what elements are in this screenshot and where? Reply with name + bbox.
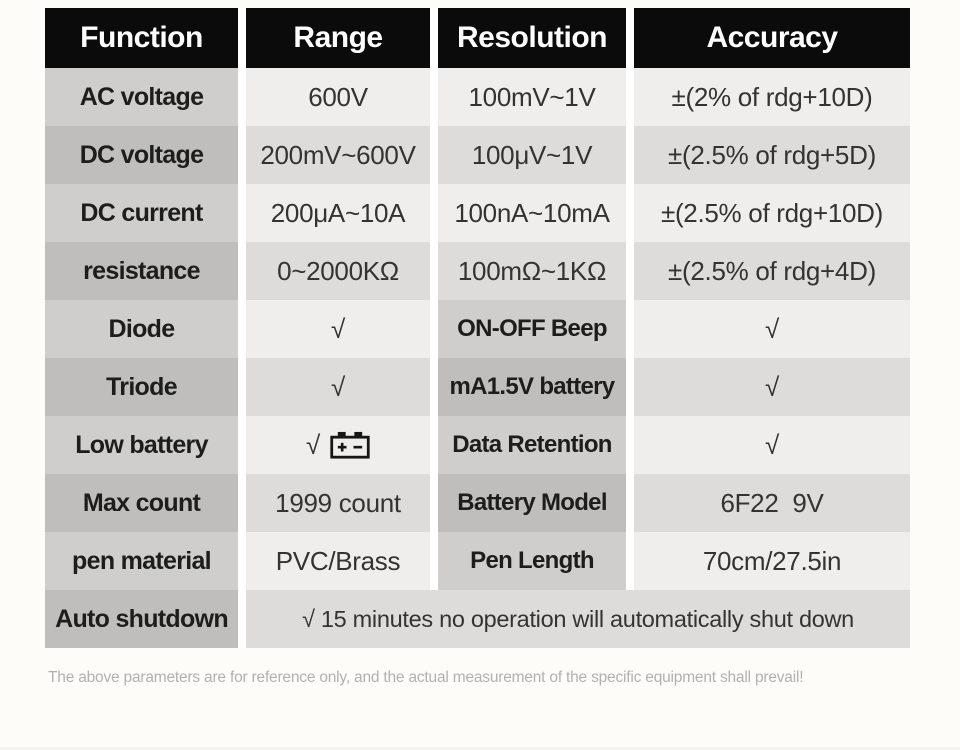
range-value-text: 1999 count bbox=[275, 487, 401, 518]
range-cell: 200μA~10A bbox=[246, 184, 430, 242]
range-value-text: √ bbox=[331, 313, 345, 344]
resolution-cell: 100mV~1V bbox=[438, 68, 626, 126]
range-cell: PVC/Brass bbox=[246, 532, 430, 590]
column-header-resolution: Resolution bbox=[438, 8, 626, 68]
range-value-text: √ bbox=[306, 429, 320, 460]
function-cell: DC voltage bbox=[45, 126, 238, 184]
accuracy-cell: 70cm/27.5in bbox=[634, 532, 910, 590]
range-value-text: 0~2000KΩ bbox=[277, 255, 399, 286]
accuracy-cell: √ bbox=[634, 300, 910, 358]
range-value-text: 600V bbox=[308, 81, 368, 112]
range-cell: 1999 count bbox=[246, 474, 430, 532]
spec-table: Function Range Resolution Accuracy AC vo… bbox=[45, 8, 910, 648]
function-cell: Auto shutdown bbox=[45, 590, 238, 648]
function-cell: pen material bbox=[45, 532, 238, 590]
accuracy-cell: ±(2.5% of rdg+5D) bbox=[634, 126, 910, 184]
resolution-cell: mA1.5V battery bbox=[438, 358, 626, 416]
resolution-cell: 100mΩ~1KΩ bbox=[438, 242, 626, 300]
function-cell: resistance bbox=[45, 242, 238, 300]
battery-icon bbox=[330, 431, 370, 459]
accuracy-cell: ±(2.5% of rdg+10D) bbox=[634, 184, 910, 242]
range-cell: √ bbox=[246, 300, 430, 358]
footnote: The above parameters are for reference o… bbox=[48, 669, 804, 686]
function-cell: DC current bbox=[45, 184, 238, 242]
accuracy-cell: ±(2.5% of rdg+4D) bbox=[634, 242, 910, 300]
multimeter-spec-page: Function Range Resolution Accuracy AC vo… bbox=[0, 8, 960, 750]
range-cell: 600V bbox=[246, 68, 430, 126]
function-cell: Low battery bbox=[45, 416, 238, 474]
resolution-cell: Battery Model bbox=[438, 474, 626, 532]
column-header-accuracy: Accuracy bbox=[634, 8, 910, 68]
range-value-text: 200μA~10A bbox=[270, 197, 406, 228]
resolution-cell: Pen Length bbox=[438, 532, 626, 590]
column-header-range: Range bbox=[246, 8, 430, 68]
merged-value-cell: √ 15 minutes no operation will automatic… bbox=[246, 590, 910, 648]
column-header-function: Function bbox=[45, 8, 238, 68]
range-value-text: √ bbox=[331, 371, 345, 402]
accuracy-cell: ±(2% of rdg+10D) bbox=[634, 68, 910, 126]
function-cell: Max count bbox=[45, 474, 238, 532]
range-cell: √ bbox=[246, 358, 430, 416]
page-bottom-shadow bbox=[0, 747, 960, 750]
function-cell: Triode bbox=[45, 358, 238, 416]
range-value-text: PVC/Brass bbox=[275, 545, 401, 576]
resolution-cell: 100nA~10mA bbox=[438, 184, 626, 242]
range-cell: 200mV~600V bbox=[246, 126, 430, 184]
accuracy-cell: √ bbox=[634, 358, 910, 416]
function-cell: AC voltage bbox=[45, 68, 238, 126]
function-cell: Diode bbox=[45, 300, 238, 358]
accuracy-cell: √ bbox=[634, 416, 910, 474]
range-cell: √ bbox=[246, 416, 430, 474]
resolution-cell: 100μV~1V bbox=[438, 126, 626, 184]
range-value-text: 200mV~600V bbox=[260, 139, 416, 170]
range-cell: 0~2000KΩ bbox=[246, 242, 430, 300]
resolution-cell: Data Retention bbox=[438, 416, 626, 474]
resolution-cell: ON-OFF Beep bbox=[438, 300, 626, 358]
accuracy-cell: 6F22 9V bbox=[634, 474, 910, 532]
